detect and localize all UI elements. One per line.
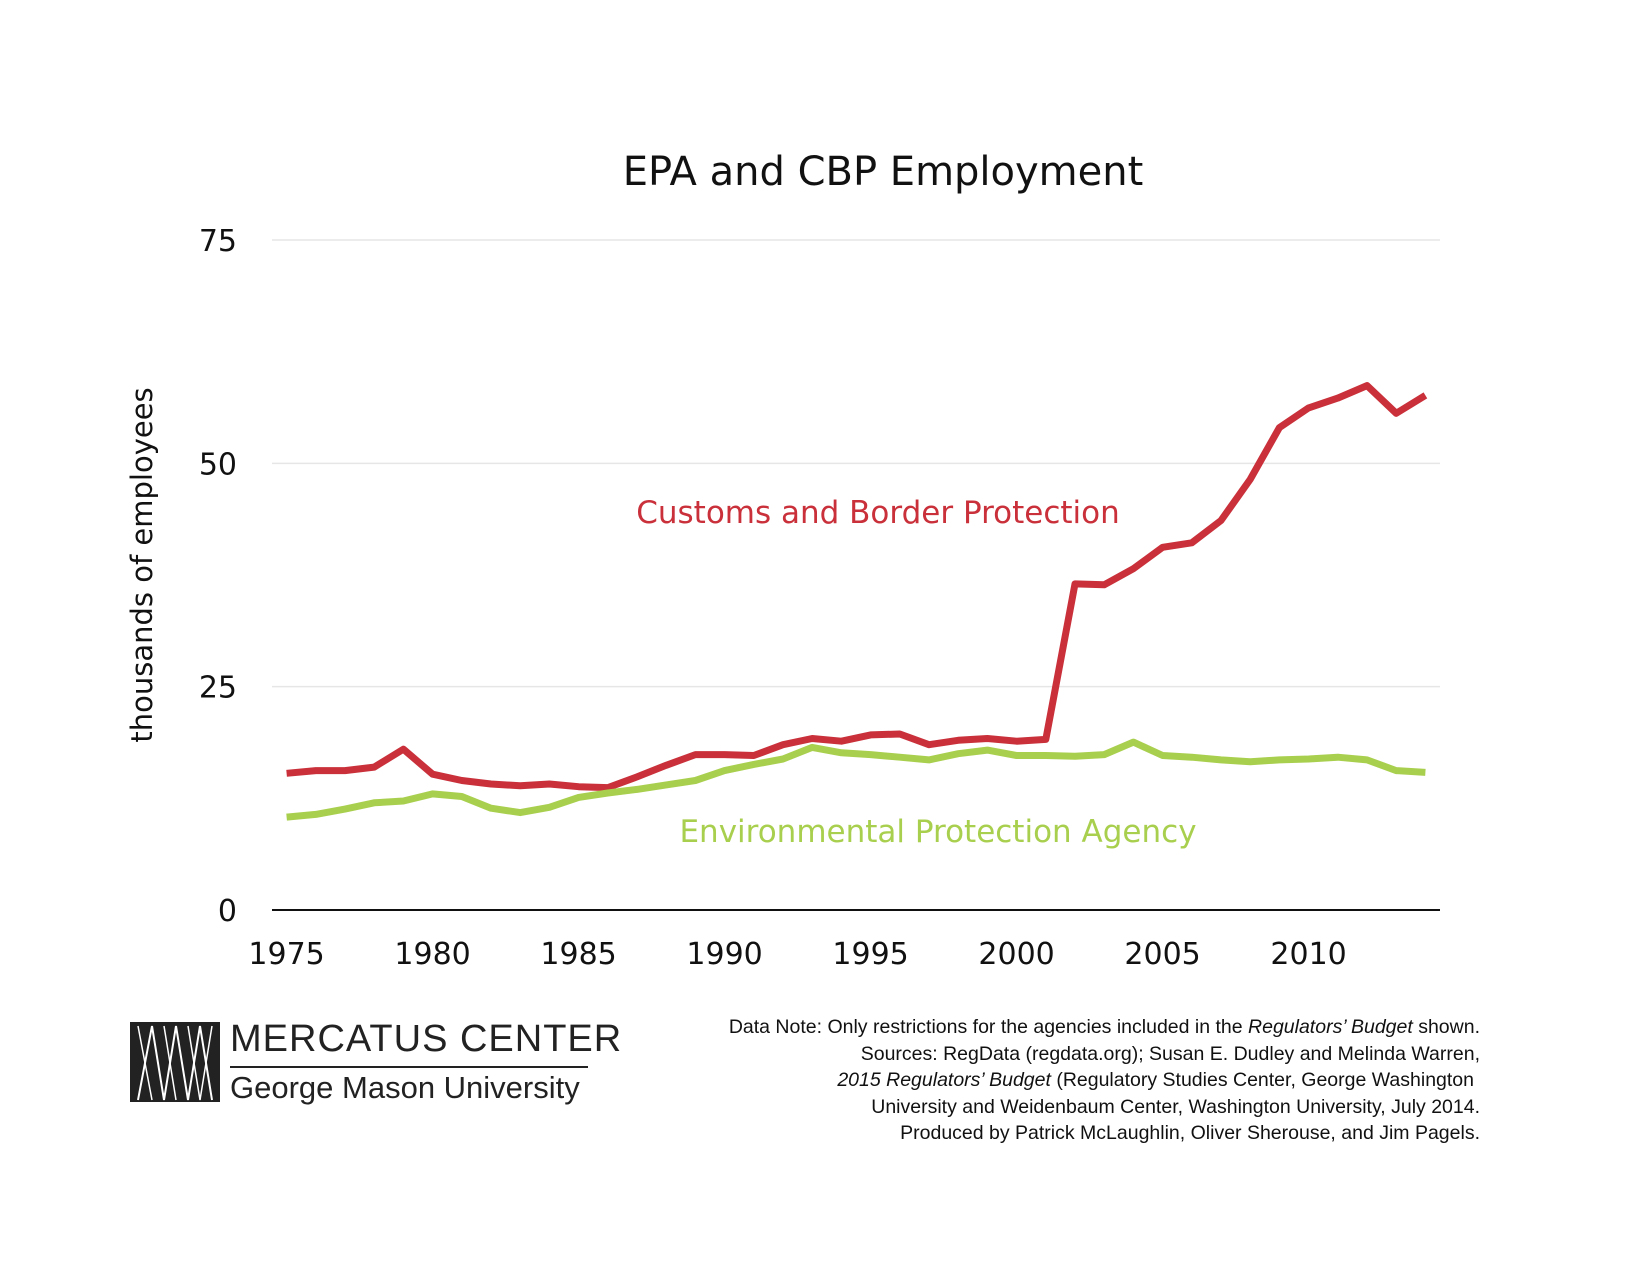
y-axis-ticks: 0 25 50 75: [199, 224, 237, 929]
note-line-4: University and Weidenbaum Center, Washin…: [871, 1095, 1480, 1118]
mercatus-logo: MERCATUS CENTER George Mason University: [130, 1018, 621, 1108]
note-line-5: Produced by Patrick McLaughlin, Oliver S…: [900, 1122, 1480, 1144]
x-tick-label: 1980: [394, 937, 470, 972]
note-line-1: Data Note: Only restrictions for the age…: [580, 1014, 1480, 1041]
series-label-epa: Environmental Protection Agency: [679, 814, 1196, 850]
y-tick-label: 50: [199, 447, 237, 482]
y-axis-label: thousands of employees: [125, 387, 159, 742]
x-tick-label: 2005: [1124, 937, 1200, 972]
x-tick-label: 1975: [248, 937, 324, 972]
y-tick-label: 75: [199, 224, 237, 259]
note-line-2: Sources: RegData (regdata.org); Susan E.…: [860, 1042, 1480, 1065]
note-text: (Regulatory Studies Center, George Washi…: [1050, 1069, 1474, 1091]
x-axis-ticks: 1975 1980 1985 1990 1995 2000 2005 2010: [248, 937, 1346, 972]
x-tick-label: 1995: [832, 937, 908, 972]
note-italic: 2015 Regulators’ Budget: [837, 1069, 1051, 1091]
note-text: shown.: [1412, 1016, 1480, 1038]
series-line-cbp: [286, 382, 1428, 792]
logo-name: MERCATUS CENTER: [230, 1018, 623, 1060]
x-tick-label: 1990: [686, 937, 762, 972]
mercatus-logo-mark: [130, 1022, 220, 1102]
note-line-3: 2015 Regulators’ Budget (Regulatory Stud…: [580, 1067, 1474, 1094]
y-tick-label: 25: [199, 671, 237, 706]
x-tick-label: 1985: [540, 937, 616, 972]
x-tick-label: 2010: [1270, 937, 1346, 972]
grid-lines: [272, 239, 1440, 688]
data-note: Data Note: Only restrictions for the age…: [580, 1014, 1480, 1147]
note-text: Data Note: Only restrictions for the age…: [728, 1016, 1249, 1038]
series-label-cbp: Customs and Border Protection: [636, 495, 1120, 531]
y-tick-label: 0: [218, 894, 237, 929]
logo-divider: [230, 1066, 588, 1068]
series-group: [286, 382, 1428, 821]
series-line-epa: [286, 738, 1426, 821]
chart-title: EPA and CBP Employment: [623, 149, 1144, 195]
x-tick-label: 2000: [978, 937, 1054, 972]
logo-subtitle: George Mason University: [230, 1070, 580, 1105]
note-italic: Regulators’ Budget: [1248, 1016, 1413, 1038]
